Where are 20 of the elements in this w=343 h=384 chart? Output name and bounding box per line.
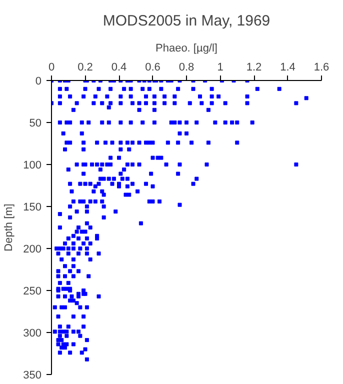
y-tick-label: 350 [23, 370, 42, 382]
x-tick-label: 1.4 [280, 62, 296, 74]
y-tick-label: 100 [23, 160, 42, 172]
y-tick-label: 250 [23, 286, 42, 298]
x-axis-title: Phaeo. [µg/l] [156, 42, 218, 54]
y-tick-label: 0 [35, 76, 42, 88]
y-axis-title: Depth [m] [3, 204, 16, 252]
y-tick-label: 200 [23, 244, 42, 256]
x-tick-label: 0.8 [178, 62, 194, 74]
y-tick-label: 150 [23, 202, 42, 214]
x-tick-label: 0.2 [78, 62, 93, 74]
x-tick-label: 0.4 [111, 62, 127, 74]
x-tick-label: 1.6 [314, 62, 330, 74]
x-tick-label: 0.6 [145, 62, 160, 74]
y-tick-label: 50 [29, 118, 42, 130]
y-tick-label: 300 [23, 328, 42, 340]
chart-title: MODS2005 in May, 1969 [102, 12, 270, 30]
x-tick-label: 1.2 [246, 62, 262, 74]
x-tick-label: 0 [48, 62, 55, 74]
x-tick-label: 1 [217, 62, 224, 74]
